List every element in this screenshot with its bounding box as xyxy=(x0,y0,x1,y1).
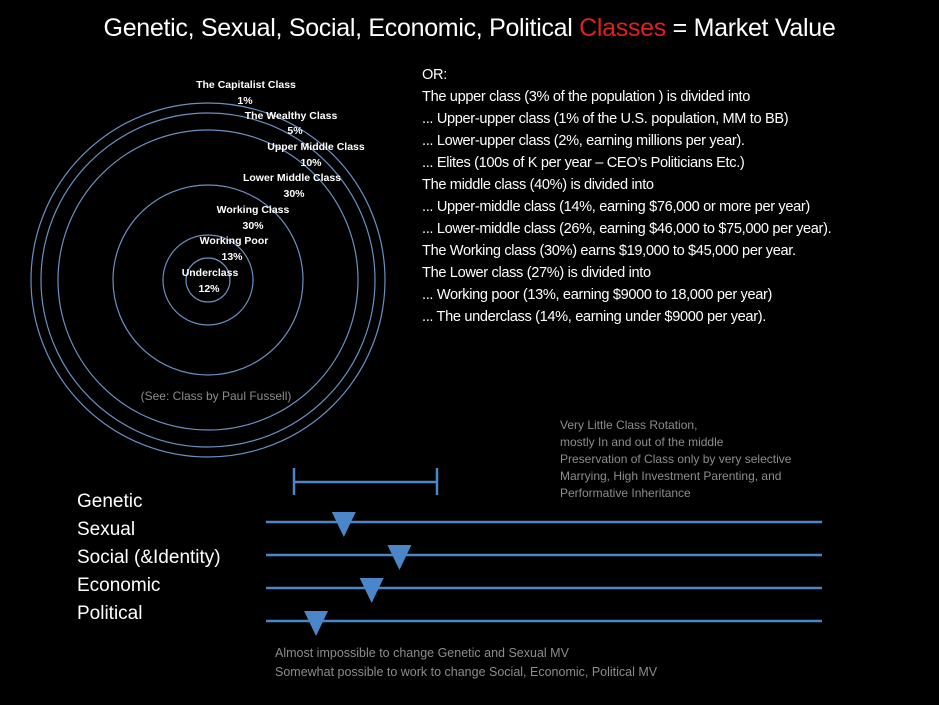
text-line: The middle class (40%) is divided into xyxy=(422,177,654,193)
class-pct: 1% xyxy=(237,95,253,107)
class-label: The Capitalist Class xyxy=(196,79,296,91)
text-line: mostly In and out of the middle xyxy=(560,435,724,449)
text-line: The upper class (3% of the population ) … xyxy=(422,89,750,105)
text-line: OR: xyxy=(422,67,447,83)
text-line: ... Upper-middle class (14%, earning $76… xyxy=(422,199,810,215)
class-pct: 5% xyxy=(287,125,303,137)
class-pct: 30% xyxy=(283,188,305,200)
position-marker-triangle xyxy=(331,512,356,537)
class-pct: 10% xyxy=(300,157,322,169)
class-ring xyxy=(57,129,359,431)
class-label: Working Poor xyxy=(199,235,269,247)
changeability-note: Almost impossible to change Genetic and … xyxy=(275,644,657,682)
bottom-line: Almost impossible to change Genetic and … xyxy=(275,646,569,660)
text-line: The Working class (30%) earns $19,000 to… xyxy=(422,243,796,259)
dimension-social: Social (&Identity) xyxy=(77,547,221,568)
class-ring xyxy=(40,112,376,448)
class-pct: 13% xyxy=(221,251,243,263)
dimension-genetic: Genetic xyxy=(77,491,143,512)
class-label: Underclass xyxy=(181,267,239,279)
text-line: ... Elites (100s of K per year – CEO’s P… xyxy=(422,155,745,171)
text-line: Marrying, High Investment Parenting, and xyxy=(560,469,782,483)
bottom-line: Somewhat possible to work to change Soci… xyxy=(275,665,658,679)
source-citation: (See: Class by Paul Fussell) xyxy=(140,389,292,403)
text-line: ... Lower-middle class (26%, earning $46… xyxy=(422,221,832,237)
position-marker-triangle xyxy=(304,611,329,636)
dimension-economic: Economic xyxy=(77,575,161,596)
class-ring xyxy=(30,102,386,458)
dimension-sexual: Sexual xyxy=(77,519,136,540)
dimension-political: Political xyxy=(77,603,143,624)
text-line: ... The underclass (14%, earning under $… xyxy=(422,309,766,325)
class-label: Upper Middle Class xyxy=(267,141,365,153)
class-ring xyxy=(162,234,254,326)
class-label: Lower Middle Class xyxy=(242,172,342,184)
text-line: Performative Inheritance xyxy=(560,486,691,500)
class-pct: 30% xyxy=(242,220,264,232)
title-suffix: = Market Value xyxy=(666,14,836,42)
class-ring xyxy=(185,257,231,303)
dimension-labels: Genetic Sexual Social (&Identity) Econom… xyxy=(77,488,221,628)
class-label: The Wealthy Class xyxy=(244,110,338,122)
class-pct: 12% xyxy=(198,283,220,295)
title-prefix: Genetic, Sexual, Social, Economic, Polit… xyxy=(103,14,580,42)
position-marker-triangle xyxy=(387,545,412,570)
text-line: Very Little Class Rotation, xyxy=(560,418,698,432)
text-line: The Lower class (27%) is divided into xyxy=(422,265,651,281)
class-rotation-note: Very Little Class Rotation, mostly In and… xyxy=(560,417,791,502)
class-label: Working Class xyxy=(216,204,290,216)
title-accent: Classes xyxy=(579,14,666,42)
text-line: ... Lower-upper class (2%, earning milli… xyxy=(422,133,745,149)
text-line: Preservation of Class only by very selec… xyxy=(560,452,792,466)
text-line: ... Working poor (13%, earning $9000 to … xyxy=(422,287,773,303)
class-ring xyxy=(112,184,304,376)
position-marker-triangle xyxy=(359,578,384,603)
text-line: ... Upper-upper class (1% of the U.S. po… xyxy=(422,111,789,127)
class-breakdown-text: OR: The upper class (3% of the population… xyxy=(422,64,832,328)
slide-title: Genetic, Sexual, Social, Economic, Polit… xyxy=(0,14,939,43)
